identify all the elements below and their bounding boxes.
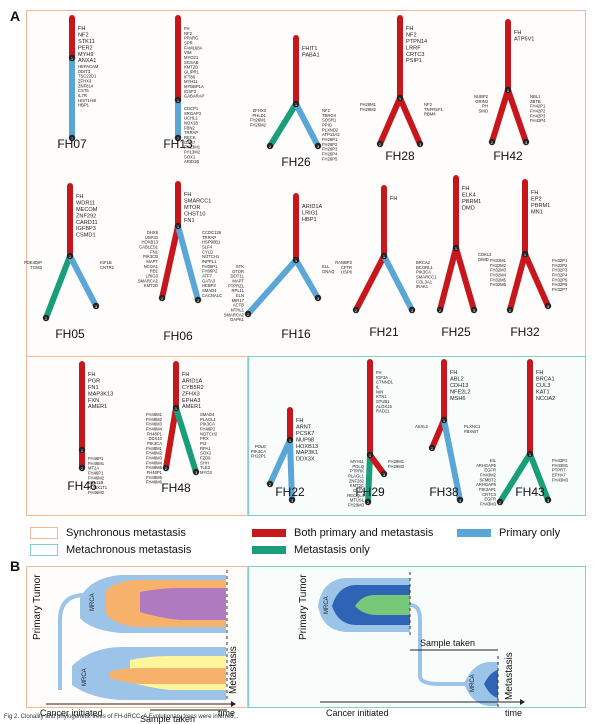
legend-shared-label: Both primary and metastasis [294,527,434,539]
legend-meta-swatch [30,544,58,556]
legend-primary: Primary only [457,527,560,539]
diagram-meta-box [248,566,586,708]
meta-time-label: time [505,708,522,718]
metachronous-group-box [248,356,586,516]
panel-label-a: A [10,8,21,24]
legend-shared-swatch [252,529,286,537]
legend-sync-swatch [30,527,58,539]
figure-caption: Fig 2. Clonality and phylogenetic trees … [4,714,239,720]
legend-meta-label: Metachronous metastasis [66,544,192,556]
legend-sync-label: Synchronous metastasis [66,527,186,539]
legend-primary-label: Primary only [499,527,561,539]
legend-meta: Metachronous metastasis [30,544,191,556]
legend-shared: Both primary and metastasis [252,527,433,539]
legend-sync: Synchronous metastasis [30,527,186,539]
synchronous-group-box-bottom [26,356,248,516]
legend-met-only-label: Metastasis only [294,544,370,556]
legend-primary-swatch [457,529,491,537]
legend-met-only: Metastasis only [252,544,370,556]
meta-cancer-initiated: Cancer initiated [326,708,389,718]
legend-met-only-swatch [252,546,286,554]
diagram-sync-box [26,566,248,708]
synchronous-group-box-top [26,10,586,364]
panel-label-b: B [10,558,21,574]
